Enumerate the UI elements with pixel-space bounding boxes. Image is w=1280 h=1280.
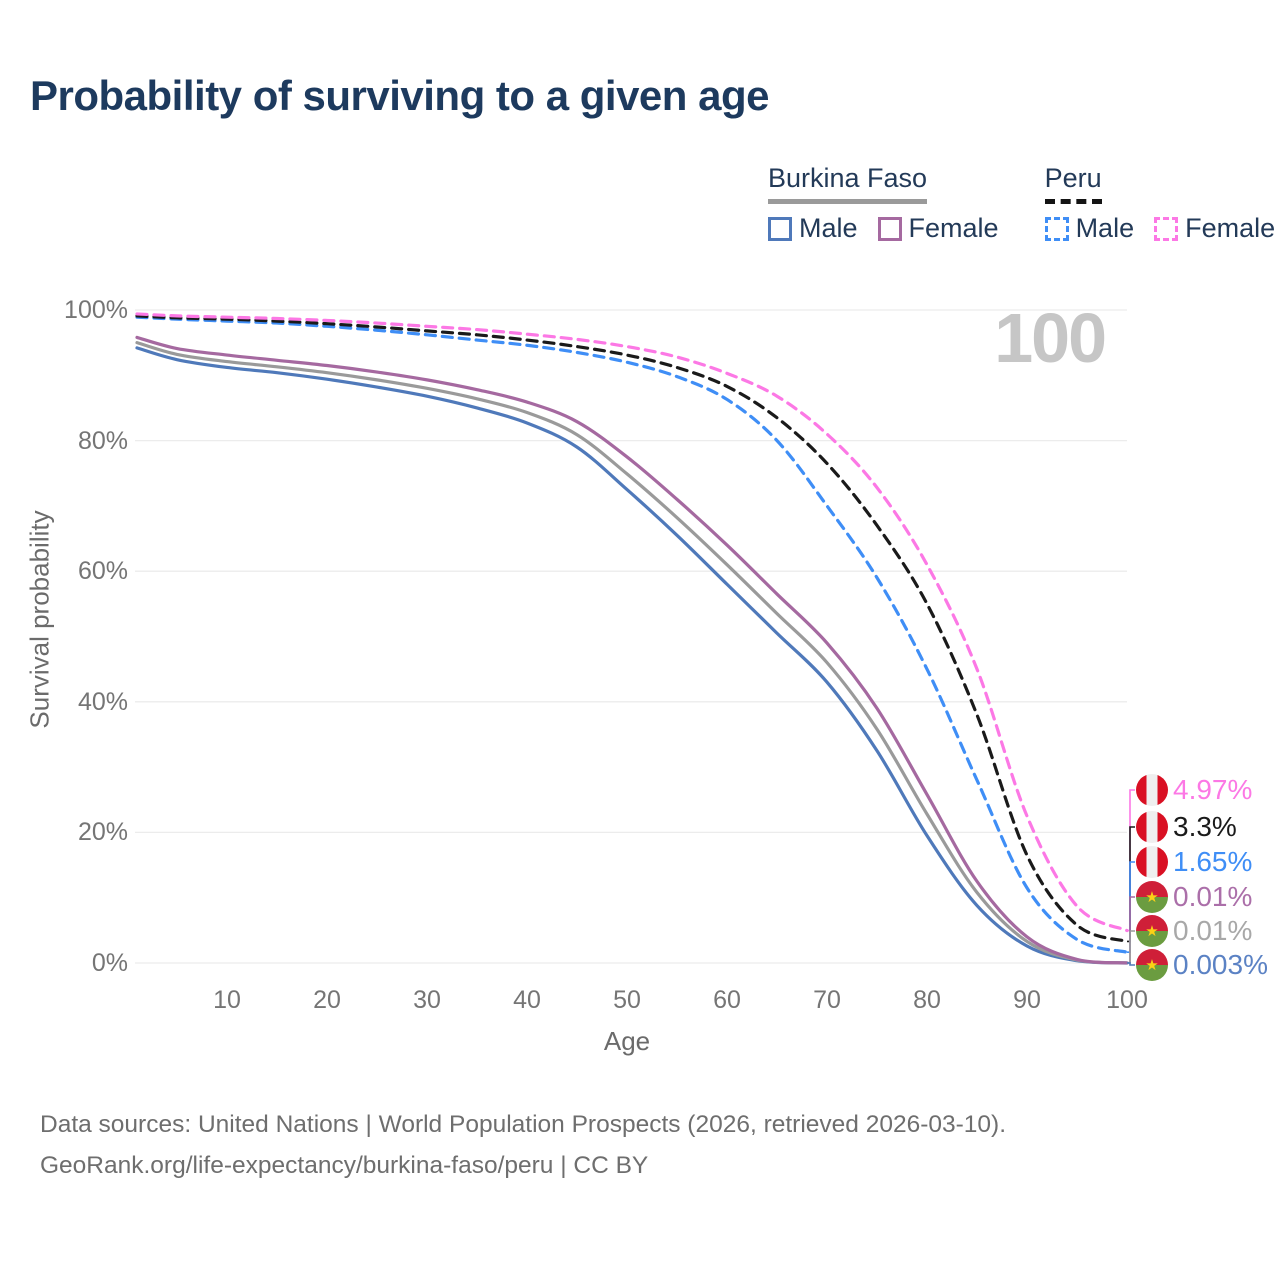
end-value-label-bf-male: 0.003%	[1173, 949, 1268, 980]
peru-flag-icon	[1136, 774, 1168, 806]
end-value-label-peru-female: 4.97%	[1173, 774, 1253, 805]
legend-group-peru: Peru Male Female	[1044, 163, 1275, 244]
y-tick-label: 0%	[91, 949, 128, 977]
survival-curve-bf-male	[135, 346, 1129, 965]
y-tick-label: 40%	[77, 687, 128, 716]
legend-title-peru: Peru	[1044, 163, 1102, 204]
line-swatch-dashed-blue	[1044, 216, 1069, 241]
label-connector	[1127, 826, 1135, 943]
star-icon: ★	[1145, 956, 1159, 974]
legend: Burkina Faso Male Female Peru Male	[768, 163, 1275, 244]
data-sources-footer: Data sources: United Nations | World Pop…	[40, 1104, 1006, 1186]
line-swatch-solid-purple	[877, 216, 902, 241]
x-tick-label: 80	[913, 986, 941, 1014]
peru-flag-icon	[1136, 811, 1168, 843]
label-connector	[1127, 962, 1135, 966]
peru-flag-icon	[1136, 846, 1168, 878]
x-axis-title: Age	[603, 1026, 651, 1056]
x-tick-label: 50	[613, 986, 641, 1014]
label-connector	[1127, 789, 1135, 932]
legend-item-label: Female	[1185, 213, 1276, 243]
y-axis-title: Survival probability	[24, 510, 55, 729]
burkina-faso-flag-icon: ★	[1136, 949, 1168, 981]
x-tick-label: 20	[313, 986, 341, 1014]
legend-item-peru-female[interactable]: Female	[1154, 213, 1275, 244]
y-tick-label: 20%	[77, 818, 128, 847]
y-tick-label: 60%	[77, 557, 128, 586]
survival-curve-peru-female	[135, 312, 1129, 933]
end-value-label-peru-all: 3.3%	[1173, 811, 1237, 842]
x-tick-label: 40	[513, 986, 541, 1014]
x-tick-label: 60	[713, 986, 741, 1014]
x-tick-label: 10	[213, 986, 241, 1014]
end-value-label-bf-all: 0.01%	[1173, 915, 1253, 946]
survival-curve-peru-all	[135, 314, 1129, 944]
x-tick-label: 70	[813, 986, 841, 1014]
label-connector	[1127, 861, 1135, 954]
legend-item-burkina-faso-female[interactable]: Female	[877, 213, 999, 244]
survival-curve-bf-all	[135, 341, 1129, 965]
footer-line-2: GeoRank.org/life-expectancy/burkina-faso…	[40, 1152, 649, 1179]
burkina-faso-flag-icon: ★	[1136, 915, 1168, 947]
survival-curve-peru-male	[135, 315, 1129, 954]
label-connector	[1127, 930, 1135, 964]
star-icon: ★	[1145, 922, 1159, 940]
end-value-label-peru-male: 1.65%	[1173, 846, 1253, 877]
end-value-label-bf-female: 0.01%	[1173, 881, 1253, 912]
legend-item-label: Male	[799, 213, 858, 243]
legend-item-label: Male	[1075, 213, 1135, 243]
legend-item-label: Female	[908, 213, 999, 243]
y-tick-label: 80%	[77, 426, 128, 455]
x-tick-label: 100	[1106, 986, 1148, 1014]
line-swatch-dashed-pink	[1154, 216, 1179, 241]
line-swatch-solid-blue	[768, 216, 792, 241]
y-tick-label: 100%	[64, 296, 128, 324]
page-title: Probability of surviving to a given age	[30, 72, 769, 119]
legend-item-burkina-faso-male[interactable]: Male	[768, 213, 858, 244]
legend-title-burkina-faso: Burkina Faso	[768, 163, 928, 204]
age-counter-watermark: 100	[994, 299, 1107, 377]
x-tick-label: 90	[1013, 986, 1041, 1014]
footer-line-1: Data sources: United Nations | World Pop…	[40, 1111, 1007, 1138]
burkina-faso-flag-icon: ★	[1136, 881, 1168, 913]
survival-curve-bf-female	[135, 335, 1129, 965]
legend-item-peru-male[interactable]: Male	[1044, 213, 1135, 244]
star-icon: ★	[1145, 888, 1159, 906]
legend-group-burkina-faso: Burkina Faso Male Female	[768, 163, 999, 244]
x-tick-label: 30	[413, 986, 441, 1014]
